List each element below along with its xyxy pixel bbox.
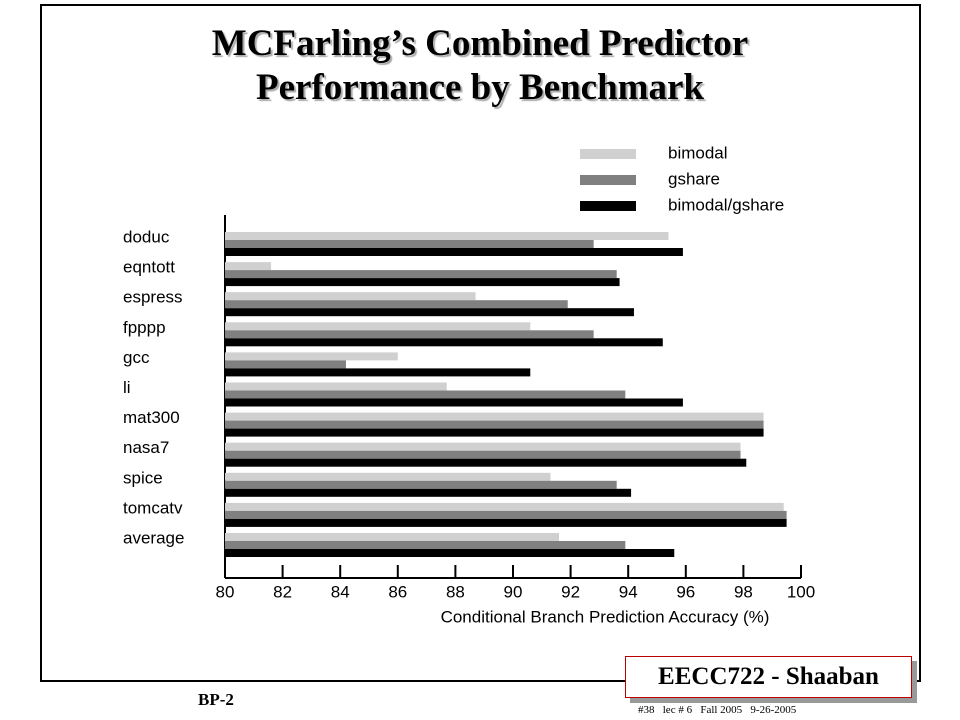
x-tick-label: 100	[787, 582, 815, 601]
legend-swatch	[580, 149, 636, 159]
y-tick-label: espress	[123, 288, 183, 307]
y-tick-label: tomcatv	[123, 498, 183, 517]
y-tick-label: doduc	[123, 227, 170, 246]
bar	[225, 248, 683, 256]
slide-number: BP-2	[198, 690, 234, 709]
x-tick-label: 96	[676, 582, 695, 601]
x-axis-label: Conditional Branch Prediction Accuracy (…	[441, 607, 770, 626]
x-tick-label: 82	[273, 582, 292, 601]
y-tick-label: li	[123, 378, 131, 397]
bar	[225, 488, 632, 497]
legend-label: gshare	[668, 169, 720, 188]
x-tick-label: 88	[446, 582, 465, 601]
y-tick-label: nasa7	[123, 438, 169, 457]
bar	[225, 240, 594, 248]
bar	[225, 270, 617, 279]
bar	[225, 390, 626, 399]
bar	[225, 480, 617, 489]
bar	[225, 502, 784, 511]
x-tick-label: 98	[734, 582, 753, 601]
bar	[225, 278, 620, 287]
slide-frame	[40, 4, 921, 682]
y-tick-label: fpppp	[123, 318, 166, 337]
bar	[225, 322, 531, 331]
bar	[225, 412, 764, 421]
bar	[225, 450, 741, 459]
bar	[225, 398, 683, 407]
bar	[225, 472, 551, 481]
bar	[225, 458, 747, 467]
bar	[225, 510, 787, 519]
y-tick-label: mat300	[123, 408, 180, 427]
bar	[225, 420, 764, 429]
bar	[225, 330, 594, 339]
bar	[225, 338, 663, 347]
bar	[225, 352, 398, 361]
bar	[225, 428, 764, 437]
bar	[225, 442, 741, 451]
x-tick-label: 94	[619, 582, 638, 601]
legend-swatch	[580, 175, 636, 185]
x-tick-label: 90	[504, 582, 523, 601]
bar	[225, 368, 531, 377]
bar	[225, 292, 476, 301]
legend-swatch	[580, 201, 636, 211]
slide-info: #38 lec # 6 Fall 2005 9-26-2005	[638, 704, 797, 716]
bar	[225, 382, 447, 391]
bar	[225, 518, 787, 527]
y-tick-label: eqntott	[123, 258, 175, 277]
y-tick-label: gcc	[123, 348, 150, 367]
bar	[225, 549, 675, 557]
legend-label: bimodal/gshare	[668, 195, 784, 214]
bar	[225, 262, 272, 271]
chart-title: MCFarling’s Combined Predictor Performan…	[211, 23, 749, 108]
y-tick-label: spice	[123, 468, 163, 487]
bar	[225, 300, 568, 309]
legend-label: bimodal	[668, 143, 728, 162]
bar	[225, 308, 634, 317]
x-tick-label: 80	[216, 582, 235, 601]
bar	[225, 360, 346, 369]
x-tick-label: 86	[388, 582, 407, 601]
x-tick-label: 84	[331, 582, 350, 601]
bar	[225, 533, 560, 541]
y-tick-label: average	[123, 528, 184, 547]
course-badge: EECC722 - Shaaban	[625, 656, 912, 698]
x-tick-label: 92	[561, 582, 580, 601]
bar	[225, 541, 626, 549]
bar	[225, 232, 669, 240]
